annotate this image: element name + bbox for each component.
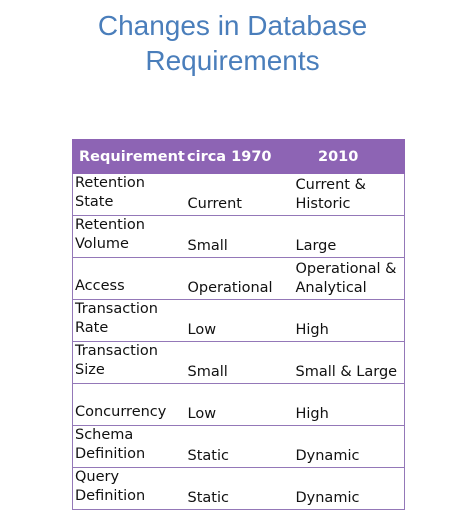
header-requirement: Requirement: [72, 139, 185, 174]
requirement-line: Transaction: [75, 343, 158, 359]
cell-circa-1970: Operational: [181, 257, 294, 300]
header-2010: 2010: [293, 139, 405, 174]
requirement-line: Retention: [75, 217, 145, 233]
requirement-line: Definition: [75, 488, 146, 504]
requirements-table: Requirement circa 1970 2010 Retention Sta…: [72, 139, 405, 510]
cell-requirement: Concurrency: [72, 383, 182, 426]
requirement-line: Volume: [75, 236, 129, 252]
value-2010-line: Current &: [295, 177, 366, 193]
cell-circa-1970: Small: [181, 215, 294, 258]
requirement-line: Rate: [75, 320, 109, 336]
value-2010-line: Historic: [295, 196, 351, 212]
requirement-line: Definition: [75, 446, 146, 462]
cell-requirement: Access: [72, 257, 182, 300]
table-header-row: Requirement circa 1970 2010: [72, 139, 405, 174]
requirement-line: [75, 258, 180, 277]
value-2010-line: High: [295, 322, 329, 338]
value-2010-line: Small & Large: [295, 364, 398, 380]
circa-1970-value: Static: [187, 448, 229, 464]
cell-requirement: Query Definition: [72, 467, 182, 510]
table-row: Concurrency Low High: [72, 383, 405, 426]
circa-1970-value: Current: [187, 196, 242, 212]
cell-2010: High: [293, 299, 405, 342]
cell-circa-1970: Static: [181, 467, 294, 510]
value-2010-line: High: [295, 406, 329, 422]
cell-2010: Current & Historic: [293, 173, 405, 216]
requirement-line: State: [75, 194, 114, 210]
header-circa-1970: circa 1970: [181, 139, 294, 174]
title-line-1: Changes in Database: [97, 10, 368, 41]
cell-2010: Large: [293, 215, 405, 258]
cell-requirement: Transaction Size: [72, 341, 182, 384]
requirement-line: Concurrency: [75, 404, 167, 420]
cell-circa-1970: Small: [181, 341, 294, 384]
circa-1970-value: Small: [187, 364, 228, 380]
value-2010-line: Large: [295, 238, 337, 254]
table-row: Query Definition Static Dynamic: [72, 467, 405, 510]
table-row: Retention Volume Small Large: [72, 215, 405, 258]
requirement-line: [75, 384, 180, 403]
title-line-2: Requirements: [145, 45, 320, 76]
table-row: Transaction Size Small Small & Large: [72, 341, 405, 384]
value-2010-line: Analytical: [295, 280, 367, 296]
table-body: Retention State Current Current & Historic Re…: [72, 173, 405, 510]
table-row: Access Operational Operational & Analytical: [72, 257, 405, 300]
value-2010-line: Dynamic: [295, 448, 360, 464]
value-2010-line: Operational &: [295, 261, 397, 277]
table-row: Schema Definition Static Dynamic: [72, 425, 405, 468]
requirement-line: Query: [75, 469, 120, 485]
cell-requirement: Schema Definition: [72, 425, 182, 468]
requirement-line: Schema: [75, 427, 134, 443]
requirement-line: Size: [75, 362, 105, 378]
cell-circa-1970: Low: [181, 383, 294, 426]
circa-1970-value: Low: [187, 406, 217, 422]
cell-requirement: Retention Volume: [72, 215, 182, 258]
cell-requirement: Transaction Rate: [72, 299, 182, 342]
circa-1970-value: Operational: [187, 280, 273, 296]
cell-2010: Operational & Analytical: [293, 257, 405, 300]
value-2010-line: Dynamic: [295, 490, 360, 506]
cell-circa-1970: Current: [181, 173, 294, 216]
requirement-line: Access: [75, 278, 125, 294]
circa-1970-value: Small: [187, 238, 228, 254]
cell-2010: Dynamic: [293, 425, 405, 468]
table-row: Transaction Rate Low High: [72, 299, 405, 342]
cell-2010: Small & Large: [293, 341, 405, 384]
requirement-line: Retention: [75, 175, 145, 191]
cell-2010: High: [293, 383, 405, 426]
requirement-line: Transaction: [75, 301, 158, 317]
cell-circa-1970: Static: [181, 425, 294, 468]
table-row: Retention State Current Current & Historic: [72, 173, 405, 216]
page-title: Changes in Database Requirements: [0, 8, 465, 78]
cell-circa-1970: Low: [181, 299, 294, 342]
cell-2010: Dynamic: [293, 467, 405, 510]
cell-requirement: Retention State: [72, 173, 182, 216]
circa-1970-value: Static: [187, 490, 229, 506]
circa-1970-value: Low: [187, 322, 217, 338]
